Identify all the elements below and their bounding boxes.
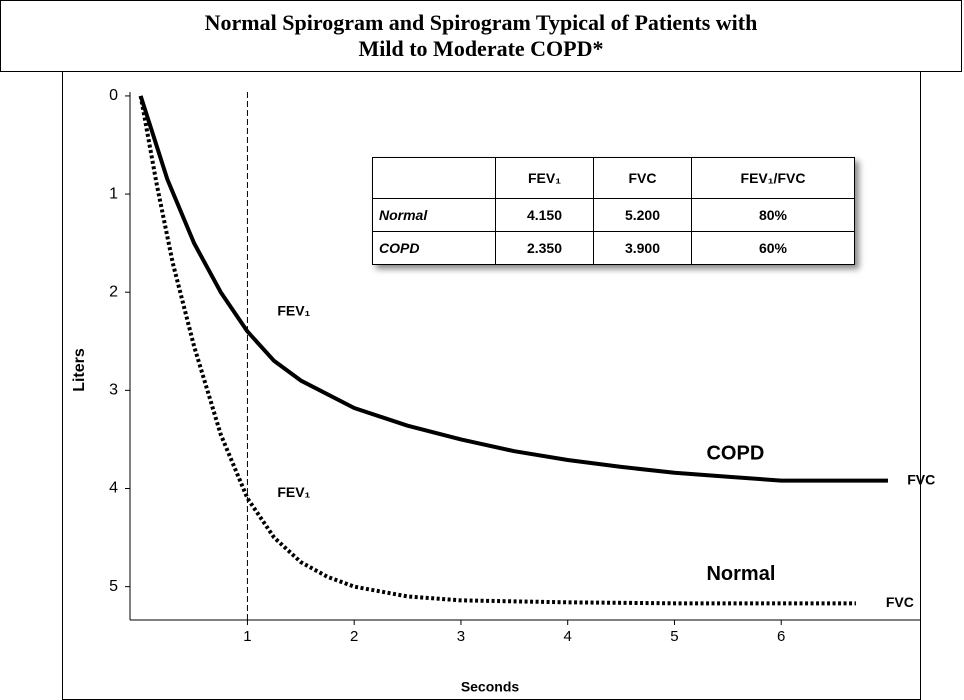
x-tick-label: 1 (243, 628, 251, 645)
x-tick-label: 5 (670, 628, 678, 645)
y-tick-label: 1 (109, 185, 118, 202)
table-row-label: Normal (372, 198, 496, 232)
table-cell: 5.200 (593, 198, 692, 232)
x-axis-label: Seconds (461, 679, 520, 695)
table-cell: 2.350 (495, 231, 594, 265)
table-corner (372, 157, 496, 199)
table-cell: 3.900 (593, 231, 692, 265)
line-copd (138, 95, 888, 483)
table-cell: 4.150 (495, 198, 594, 232)
x-tick-label: 3 (457, 628, 465, 645)
y-tick-label: 2 (109, 283, 118, 300)
table-column-header: FEV₁/FVC (691, 157, 855, 199)
annotation: FEV₁ (277, 303, 310, 319)
table-column-header: FEV₁ (495, 157, 594, 199)
table-row: Normal 4.150 5.200 80% (372, 198, 855, 232)
table-row-label: COPD (372, 231, 496, 265)
y-axis-label: Liters (71, 348, 88, 392)
title-box: Normal Spirogram and Spirogram Typical o… (0, 0, 962, 72)
title-line: Normal Spirogram and Spirogram Typical o… (204, 10, 758, 35)
table-header-row: FEV₁ FVC FEV₁/FVC (372, 157, 855, 199)
annotation: FEV₁ (277, 484, 310, 500)
x-tick-label: 6 (777, 628, 785, 645)
table-cell: 60% (691, 231, 855, 265)
annotation: FVC (907, 471, 935, 487)
y-tick-label: 5 (109, 578, 118, 595)
table-row: COPD 2.350 3.900 60% (372, 231, 855, 265)
annotation: COPD (706, 442, 764, 464)
y-tick-label: 4 (109, 480, 118, 497)
table-column-header: FVC (593, 157, 692, 199)
title-line: Mild to Moderate COPD* (358, 36, 604, 61)
annotation: Normal (706, 563, 775, 585)
table-cell: 80% (691, 198, 855, 232)
annotation: FVC (886, 594, 914, 610)
summary-table: FEV₁ FVC FEV₁/FVC Normal 4.150 5.200 80% COPD 2.… (372, 157, 855, 265)
x-tick-label: 4 (564, 628, 572, 645)
y-tick-label: 0 (109, 87, 118, 104)
y-tick-label: 3 (109, 382, 118, 399)
x-tick-label: 2 (350, 628, 358, 645)
